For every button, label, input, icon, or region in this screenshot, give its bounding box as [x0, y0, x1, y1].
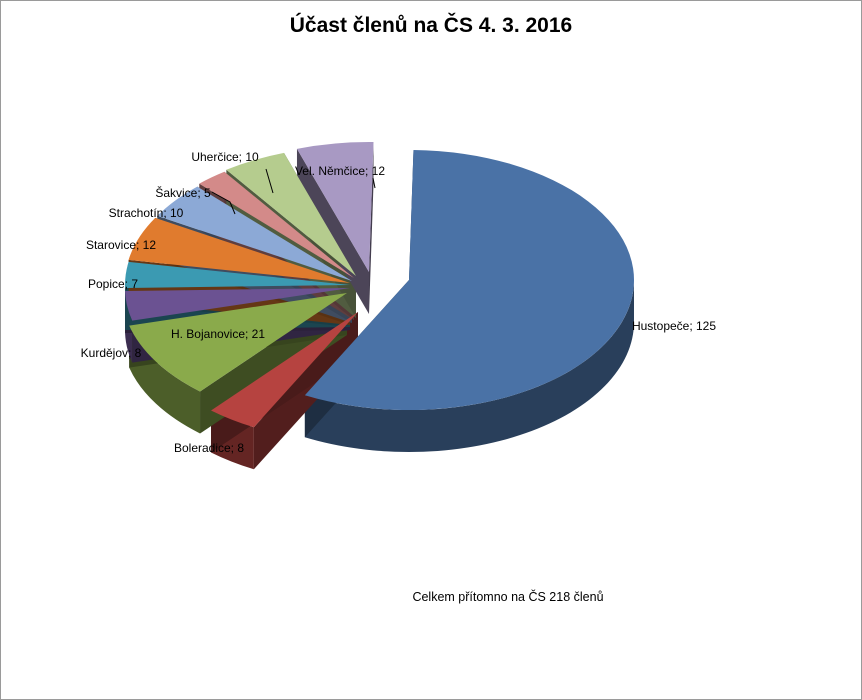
data-label-boleradice: Boleradice; 8	[174, 441, 244, 455]
pie-slice-vel-n-m-ice	[296, 142, 374, 272]
pie-slice-uher-ice	[226, 152, 356, 276]
pie-slice-boleradice	[211, 312, 358, 428]
leader-line-7	[211, 191, 236, 215]
chart-title: Účast členů na ČS 4. 3. 2016	[289, 14, 573, 37]
pie-slice-h-bojanovice	[129, 293, 347, 392]
data-label-popice: Popice; 7	[88, 277, 138, 291]
leader-line-8	[265, 168, 274, 194]
slice-cut-end-9	[369, 142, 374, 314]
pie-slice-strachot-n	[157, 186, 352, 281]
pie-slice-popice	[125, 261, 350, 289]
data-label-h-bojanovice: H. Bojanovice; 21	[171, 327, 265, 341]
pie-slice-starovice	[128, 217, 350, 283]
pie-slice-kurd-jov	[125, 288, 350, 321]
pie-slice--akvice	[199, 171, 354, 278]
data-label-starovice: Starovice; 12	[86, 238, 156, 252]
data-label--akvice: Šakvice; 5	[155, 185, 211, 200]
slice-cut-start-9	[296, 148, 369, 314]
data-label-kurd-jov: Kurdějov; 8	[81, 346, 142, 360]
leader-line-9	[372, 177, 376, 189]
slice-side-0	[304, 280, 634, 452]
data-label-vel-n-m-ice: Vel. Němčice; 12	[295, 164, 385, 178]
data-label-strachot-n: Strachotín; 10	[109, 206, 184, 220]
chart-note: Celkem přítomno na ČS 218 členů	[412, 590, 604, 604]
pie-slice-hustope-e	[304, 150, 635, 410]
data-label-uher-ice: Uherčice; 10	[191, 150, 259, 164]
data-label-hustope-e: Hustopeče; 125	[632, 319, 716, 333]
